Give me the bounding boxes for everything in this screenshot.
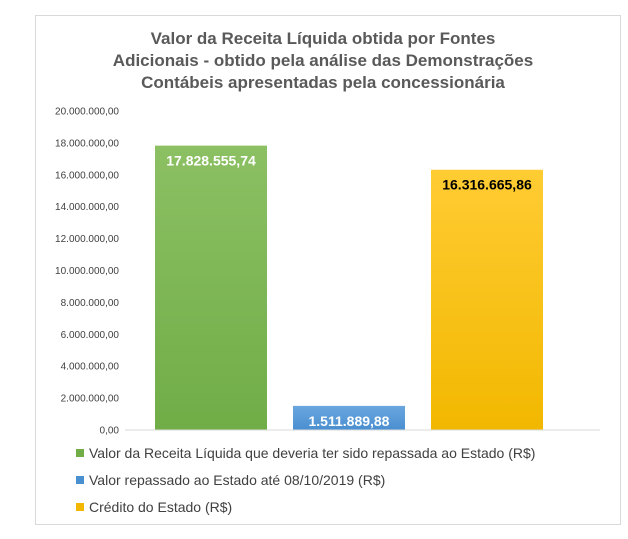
chart-legend: Valor da Receita Líquida que deveria ter… [76, 439, 535, 520]
legend-label-credito-estado: Crédito do Estado (R$) [89, 498, 233, 515]
legend-item-receita-liquida: Valor da Receita Líquida que deveria ter… [76, 439, 535, 466]
bar-credito-estado [431, 169, 543, 430]
chart-title-line-2: Adicionais - obtido pela análise das Dem… [112, 51, 534, 70]
data-label-receita-liquida: 17.828.555,74 [166, 153, 256, 169]
legend-item-valor-repassado: Valor repassado ao Estado até 08/10/2019… [76, 466, 535, 493]
y-tick-label: 10.000.000,00 [55, 266, 119, 277]
legend-swatch-valor-repassado [76, 475, 84, 484]
legend-item-credito-estado: Crédito do Estado (R$) [76, 493, 535, 520]
y-tick-label: 2.000.000,00 [61, 394, 120, 405]
chart-title-line-3: Contábeis apresentadas pela concessionár… [141, 73, 505, 92]
y-tick-label: 20.000.000,00 [55, 107, 119, 118]
legend-swatch-receita-liquida [76, 448, 84, 457]
legend-label-valor-repassado: Valor repassado ao Estado até 08/10/2019… [89, 471, 386, 488]
y-tick-label: 0,00 [100, 426, 120, 437]
y-tick-label: 18.000.000,00 [55, 138, 119, 149]
data-label-valor-repassado: 1.511.889,88 [309, 413, 390, 429]
chart-title: Valor da Receita Líquida obtida por Font… [40, 28, 606, 94]
y-tick-label: 14.000.000,00 [55, 202, 119, 213]
y-tick-label: 12.000.000,00 [55, 234, 119, 245]
legend-label-receita-liquida: Valor da Receita Líquida que deveria ter… [89, 444, 536, 461]
y-tick-label: 6.000.000,00 [61, 330, 120, 341]
y-tick-label: 4.000.000,00 [61, 362, 120, 373]
bar-receita-liquida [155, 145, 267, 431]
chart-title-line-1: Valor da Receita Líquida obtida por Font… [150, 29, 496, 48]
y-tick-label: 8.000.000,00 [61, 298, 120, 309]
bar-valor-repassado [293, 405, 405, 430]
y-tick-label: 16.000.000,00 [55, 170, 119, 181]
data-label-credito-estado: 16.316.665,86 [442, 177, 532, 193]
legend-swatch-credito-estado [76, 502, 84, 511]
